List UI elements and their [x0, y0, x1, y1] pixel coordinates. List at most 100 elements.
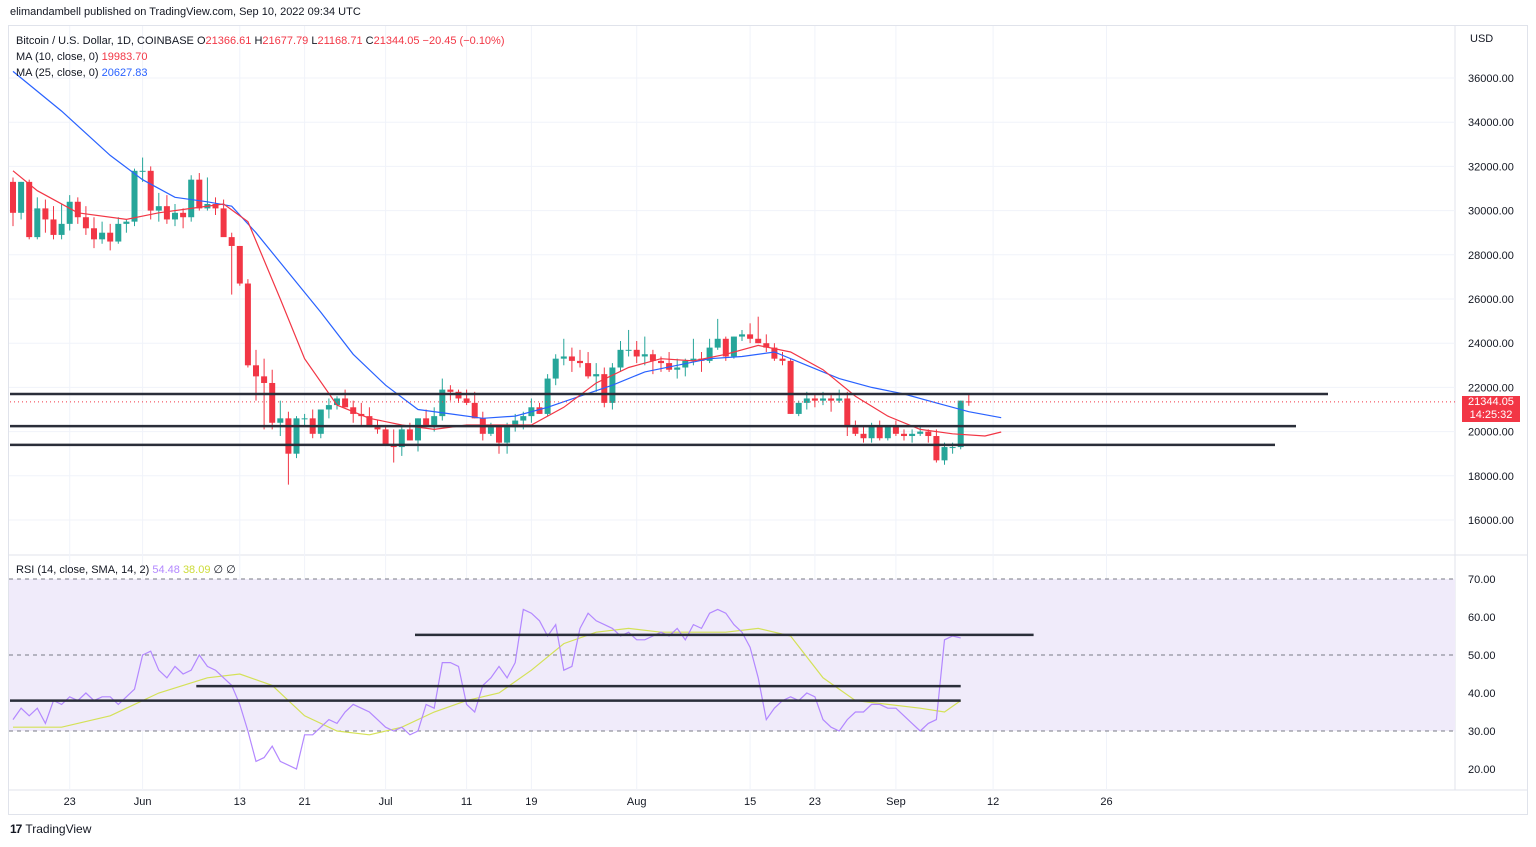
candle — [941, 442, 948, 465]
candle-body — [925, 431, 932, 437]
candle — [811, 394, 818, 408]
candle-body — [884, 424, 891, 439]
rsi-extra: ∅ ∅ — [213, 564, 236, 576]
rsi-line — [12, 608, 961, 770]
candle — [18, 181, 25, 220]
time-tick-label: 26 — [1100, 796, 1112, 808]
candle — [625, 329, 632, 357]
rsi-legend: RSI (14, close, SMA, 14, 2) 54.48 38.09 … — [16, 563, 236, 576]
time-tick-label: 23 — [64, 796, 76, 808]
candle-body — [941, 447, 948, 461]
candle — [301, 413, 308, 425]
candle — [965, 394, 972, 406]
candle-body — [706, 347, 713, 361]
footer-brand: TradingView — [25, 822, 92, 836]
candle — [593, 363, 600, 392]
candle — [139, 157, 146, 182]
candle-body — [42, 208, 49, 220]
candle-body — [366, 416, 373, 428]
candle-body — [74, 201, 81, 218]
candle — [852, 420, 859, 437]
candle — [909, 429, 916, 443]
candle — [747, 323, 754, 344]
candle-body — [593, 374, 600, 377]
candle — [633, 340, 640, 364]
candle-body — [58, 223, 65, 235]
candle — [779, 352, 786, 366]
candle-body — [91, 228, 97, 240]
candle-body — [301, 418, 308, 420]
candle — [91, 217, 97, 249]
chart-frame — [8, 25, 1528, 815]
candle — [471, 391, 478, 419]
candle-body — [196, 179, 203, 209]
candle-body — [277, 418, 284, 423]
candle — [763, 334, 770, 353]
candle-body — [641, 354, 648, 357]
price-tick-label: 32000.00 — [1468, 161, 1514, 173]
candle-body — [771, 347, 778, 359]
candle-body — [431, 416, 438, 425]
last-price-tag: 21344.05 14:25:32 — [1462, 396, 1520, 422]
candle-body — [649, 354, 656, 361]
time-tick-label: 11 — [461, 796, 472, 808]
ma25-line — [12, 70, 1002, 419]
ohlc-close: 21344.05 — [373, 35, 420, 47]
candle-body — [577, 360, 583, 364]
symbol-label[interactable]: Bitcoin / U.S. Dollar, 1D, COINBASE — [16, 35, 194, 47]
candle-body — [317, 409, 324, 434]
time-tick-label: 19 — [525, 796, 537, 808]
candle-body — [325, 405, 332, 410]
candle-body — [115, 223, 122, 242]
candle-body — [285, 418, 292, 454]
time-tick-label: 23 — [809, 796, 821, 808]
rsi-label[interactable]: RSI (14, close, SMA, 14, 2) — [16, 564, 150, 576]
candle — [180, 208, 187, 229]
candle-body — [747, 334, 754, 339]
time-tick-label: Jun — [134, 796, 152, 808]
time-tick-label: Sep — [886, 796, 906, 808]
footer[interactable]: 17 TradingView — [10, 822, 91, 836]
candle-body — [828, 398, 835, 401]
candle-body — [512, 420, 519, 428]
candle — [455, 389, 462, 403]
candle-body — [739, 334, 745, 337]
chart-legend: Bitcoin / U.S. Dollar, 1D, COINBASE O213… — [16, 33, 505, 81]
ohlc-high: 21677.79 — [262, 35, 309, 47]
candle-body — [568, 356, 575, 361]
ma10-label[interactable]: MA (10, close, 0) — [16, 51, 99, 63]
candle-body — [398, 429, 405, 448]
rsi-tick-label: 40.00 — [1468, 688, 1496, 700]
candle — [577, 349, 583, 368]
time-tick-label: Aug — [627, 796, 647, 808]
candle — [131, 168, 138, 227]
candle — [536, 402, 543, 414]
candle — [836, 389, 843, 403]
candle — [155, 192, 162, 222]
candle — [293, 416, 300, 459]
candle-body — [585, 363, 592, 377]
ohlc-low: 21168.71 — [317, 35, 363, 47]
candle — [172, 203, 178, 227]
ma10-value: 19983.70 — [101, 51, 148, 63]
candle — [366, 407, 373, 428]
candle-body — [504, 427, 511, 443]
candle-body — [852, 427, 859, 434]
candle-body — [423, 418, 430, 425]
candle-body — [26, 181, 33, 238]
candle-body — [471, 402, 478, 419]
candle-body — [415, 418, 421, 441]
ma25-label[interactable]: MA (25, close, 0) — [16, 67, 99, 79]
candle — [617, 340, 624, 372]
candle — [901, 429, 907, 441]
candle — [269, 369, 276, 430]
candle — [415, 418, 421, 452]
candle-body — [155, 206, 162, 211]
rsi-tick-label: 60.00 — [1468, 612, 1496, 624]
candle-body — [658, 360, 664, 364]
candle — [496, 427, 502, 454]
candle-body — [803, 398, 810, 403]
candle — [309, 409, 316, 439]
candle — [382, 424, 389, 445]
